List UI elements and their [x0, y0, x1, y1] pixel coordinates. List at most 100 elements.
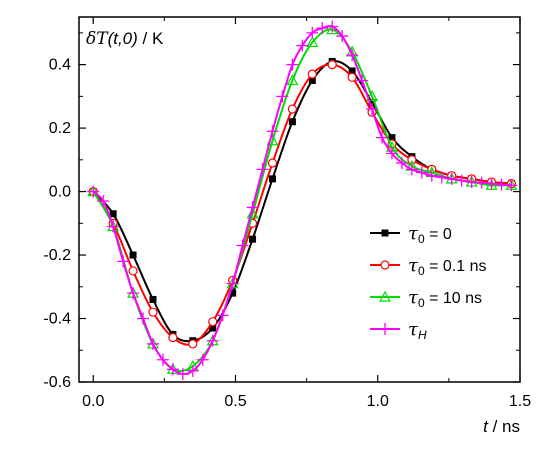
- data-point: [445, 172, 458, 185]
- data-point: [455, 174, 468, 187]
- data-point: [376, 131, 389, 144]
- data-point: [288, 118, 296, 126]
- legend-label: τ0 = 10 ns: [408, 287, 482, 310]
- data-point: [286, 74, 299, 86]
- data-point: [435, 171, 448, 184]
- data-point: [208, 317, 218, 327]
- data-point: [385, 147, 398, 160]
- data-point: [326, 23, 339, 35]
- data-point: [127, 287, 140, 300]
- data-point: [266, 125, 279, 138]
- data-point: [146, 337, 159, 350]
- plot-frame: [78, 16, 521, 383]
- data-point: [206, 334, 219, 347]
- series-line: [92, 28, 512, 373]
- legend: τ0 = 0 τ0 = 0.1 ns τ0 = 10 ns τH: [370, 223, 486, 342]
- legend-label: τ0 = 0.1 ns: [408, 255, 486, 278]
- tick-labels: 0.0 0.5 1.0 1.5 0.4 0.2 0.0 -0.2 -0.4 -0.6: [43, 57, 531, 410]
- y-tick-label: -0.6: [43, 374, 71, 391]
- data-point: [307, 69, 317, 79]
- legend-marker: [379, 323, 391, 335]
- data-point: [229, 289, 237, 297]
- x-tick-label: 0.0: [82, 393, 104, 410]
- data-point: [395, 157, 408, 169]
- series-2: [87, 23, 518, 374]
- data-point: [236, 239, 249, 252]
- series-3: [87, 20, 518, 381]
- data-point: [87, 185, 100, 198]
- y-axis-title: δT(t,0) / K: [86, 29, 164, 49]
- x-tick-label: 0.5: [224, 393, 246, 410]
- data-point: [276, 90, 289, 103]
- y-axis-title-args: (t,0): [108, 29, 138, 48]
- legend-marker: [378, 290, 392, 302]
- data-point: [407, 155, 417, 165]
- data-point: [356, 74, 369, 87]
- data-point: [186, 364, 199, 377]
- data-point: [415, 166, 428, 179]
- data-point: [388, 134, 396, 142]
- legend-label: τH: [408, 319, 427, 342]
- data-point: [149, 295, 157, 303]
- data-point: [336, 30, 349, 43]
- data-point: [246, 201, 259, 214]
- legend-label: τ0 = 0: [408, 223, 452, 246]
- y-tick-label: -0.4: [43, 311, 71, 328]
- data-point: [156, 353, 169, 366]
- data-point: [97, 195, 110, 208]
- y-axis-title-unit: / K: [138, 29, 164, 48]
- y-tick-label: -0.2: [43, 247, 71, 264]
- data-point: [188, 339, 198, 349]
- x-tick-label: 1.0: [367, 393, 389, 410]
- data-point: [308, 76, 316, 84]
- data-point: [209, 324, 217, 332]
- x-axis-title-var: t: [483, 417, 489, 436]
- x-axis-title: t / ns: [483, 417, 520, 436]
- data-point: [316, 22, 329, 35]
- legend-marker: [380, 260, 390, 270]
- data-point: [348, 67, 356, 75]
- data-point: [148, 307, 158, 317]
- series-line: [92, 25, 512, 376]
- data-point: [425, 169, 438, 182]
- data-point: [306, 26, 319, 39]
- data-point: [287, 104, 297, 114]
- legend-item: τ0 = 10 ns: [370, 287, 482, 310]
- data-point: [166, 363, 179, 376]
- series-layer: [87, 20, 518, 381]
- legend-item: τ0 = 0: [370, 223, 452, 246]
- x-axis-title-unit: / ns: [488, 417, 520, 436]
- y-axis-title-var: δT: [86, 29, 109, 49]
- data-point: [216, 309, 229, 322]
- data-point: [117, 255, 130, 268]
- data-point: [296, 39, 309, 52]
- data-point: [268, 175, 276, 183]
- data-point: [137, 312, 150, 325]
- legend-item: τH: [370, 319, 427, 342]
- data-point: [168, 332, 178, 343]
- data-point: [368, 99, 376, 107]
- legend-marker: [381, 229, 389, 237]
- y-tick-label: 0.2: [49, 120, 71, 137]
- data-point: [196, 353, 209, 366]
- data-point: [176, 368, 189, 381]
- data-point: [128, 266, 138, 276]
- y-tick-label: 0.0: [49, 184, 71, 201]
- legend-item: τ0 = 0.1 ns: [370, 255, 486, 278]
- data-point: [249, 235, 257, 243]
- data-point: [366, 103, 379, 116]
- data-point: [475, 176, 488, 189]
- data-point: [306, 36, 319, 47]
- data-point: [286, 58, 299, 71]
- data-point: [256, 163, 269, 176]
- data-point: [347, 72, 357, 82]
- data-point: [327, 60, 337, 70]
- data-point: [366, 90, 379, 101]
- axis-ticks: [79, 17, 521, 383]
- data-point: [326, 20, 339, 33]
- data-point: [109, 210, 117, 218]
- data-point: [505, 179, 518, 192]
- data-point: [267, 158, 278, 168]
- data-point: [346, 49, 359, 62]
